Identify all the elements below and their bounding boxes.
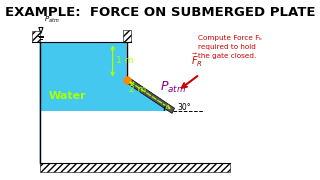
Polygon shape (125, 77, 175, 113)
Text: Water: Water (49, 91, 87, 101)
Text: 30°: 30° (177, 103, 191, 112)
Text: 1 m: 1 m (116, 57, 134, 66)
Text: $P_{atm}$: $P_{atm}$ (160, 80, 186, 94)
Text: EXAMPLE:  FORCE ON SUBMERGED PLATE: EXAMPLE: FORCE ON SUBMERGED PLATE (5, 6, 315, 19)
Text: Compute Force Fₖ
required to hold
the gate closed.: Compute Force Fₖ required to hold the ga… (198, 35, 263, 59)
Text: $P_{atm}$: $P_{atm}$ (44, 15, 60, 25)
Polygon shape (40, 42, 173, 163)
FancyBboxPatch shape (32, 31, 40, 42)
Polygon shape (40, 111, 230, 163)
Text: $\vec{F}_R$: $\vec{F}_R$ (191, 52, 203, 69)
Text: 2 m: 2 m (129, 85, 146, 94)
FancyBboxPatch shape (123, 30, 131, 42)
Polygon shape (40, 163, 230, 172)
